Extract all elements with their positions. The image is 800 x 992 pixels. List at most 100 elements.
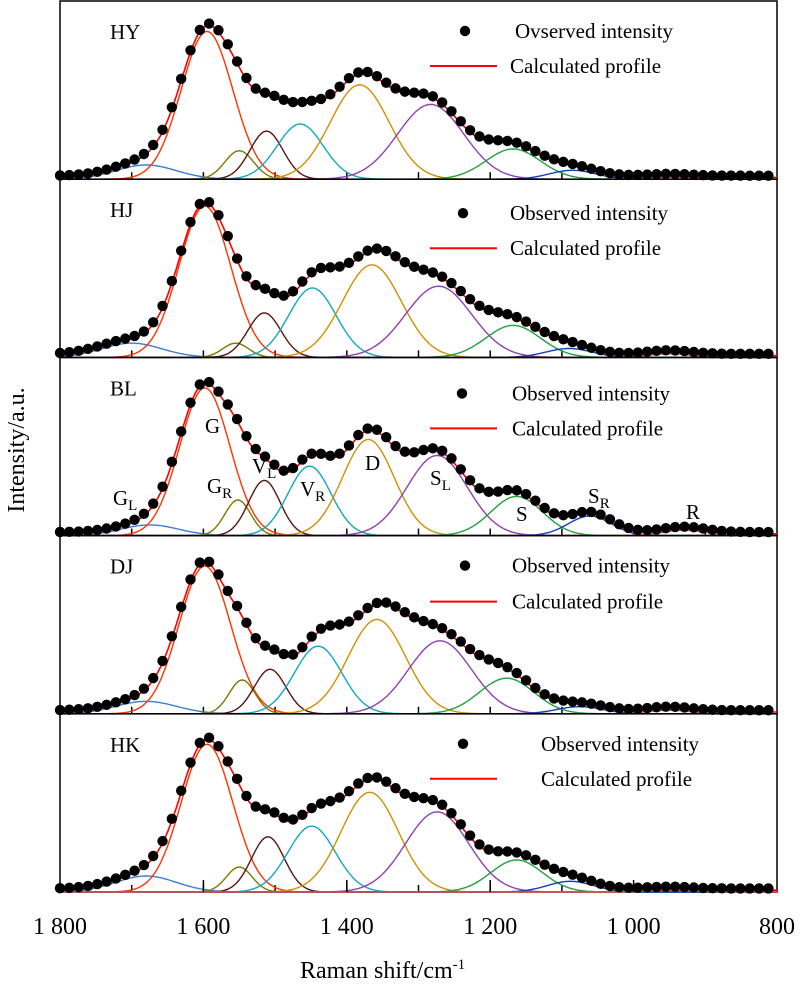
observed-point <box>138 326 150 337</box>
observed-point <box>427 443 439 454</box>
observed-point <box>483 304 494 316</box>
observed-point <box>679 169 690 180</box>
observed-point <box>474 483 485 494</box>
observed-point <box>54 170 66 181</box>
observed-point <box>325 620 336 631</box>
observed-point <box>679 345 690 357</box>
observed-point <box>595 166 606 177</box>
observed-point <box>679 881 690 893</box>
observed-point <box>213 25 224 36</box>
observed-point <box>306 802 317 814</box>
legend-observed-label: Observed intensity <box>512 554 671 578</box>
x-tick-label: 1 200 <box>463 914 517 940</box>
observed-point <box>101 876 112 887</box>
observed-point <box>399 86 411 97</box>
observed-point <box>73 345 84 357</box>
legend-calculated-label: Calculated profile <box>510 54 661 78</box>
observed-point <box>259 283 271 295</box>
observed-point <box>315 93 327 105</box>
observed-point <box>735 348 746 360</box>
sample-label: BL <box>110 376 137 400</box>
observed-point <box>632 169 644 181</box>
observed-point <box>287 814 299 825</box>
observed-point <box>632 703 644 714</box>
observed-point <box>231 56 243 67</box>
observed-point <box>110 521 122 532</box>
observed-point <box>576 697 588 708</box>
observed-point <box>390 783 401 794</box>
observed-point <box>548 863 560 875</box>
observed-point <box>297 809 308 820</box>
observed-point <box>353 251 364 262</box>
observed-point <box>642 169 653 180</box>
component-vr <box>60 825 777 893</box>
observed-point <box>660 168 672 180</box>
observed-point <box>614 169 625 180</box>
observed-point <box>679 702 690 713</box>
observed-point <box>614 519 625 530</box>
observed-point <box>129 689 140 701</box>
observed-point <box>315 448 327 459</box>
legend-calculated-label: Calculated profile <box>510 236 661 260</box>
band-label: GL <box>113 486 137 514</box>
observed-point <box>651 524 662 535</box>
observed-point <box>82 880 94 892</box>
observed-point <box>623 882 634 893</box>
observed-point <box>567 158 578 170</box>
observed-point <box>660 881 672 892</box>
observed-point <box>54 704 66 716</box>
observed-point <box>651 702 662 713</box>
observed-point <box>353 67 364 78</box>
observed-point <box>763 883 774 894</box>
observed-point <box>166 275 178 287</box>
observed-point <box>548 508 560 519</box>
observed-point <box>175 73 187 85</box>
observed-point <box>222 756 233 767</box>
observed-point <box>278 812 289 824</box>
band-label: VR <box>300 477 325 505</box>
observed-point <box>436 622 448 634</box>
observed-point <box>92 524 103 536</box>
legend-calculated-label: Calculated profile <box>512 416 663 440</box>
observed-point <box>660 345 672 356</box>
observed-point <box>390 601 401 612</box>
sample-label: HY <box>110 20 140 44</box>
observed-point <box>446 628 457 640</box>
observed-point <box>157 124 168 136</box>
observed-point <box>148 672 159 684</box>
legend-observed-marker <box>457 208 469 219</box>
observed-point <box>278 94 289 105</box>
observed-point <box>697 882 709 894</box>
observed-point <box>82 343 94 355</box>
observed-point <box>595 878 606 889</box>
observed-point <box>530 321 541 333</box>
observed-point <box>511 137 522 148</box>
observed-point <box>483 486 494 498</box>
observed-point <box>325 795 336 807</box>
observed-point <box>73 526 84 537</box>
observed-point <box>539 150 550 161</box>
observed-point <box>614 703 625 714</box>
observed-point <box>604 880 616 892</box>
observed-point <box>353 778 364 789</box>
observed-point <box>576 506 588 518</box>
band-label: S <box>516 502 528 526</box>
observed-point <box>278 290 289 301</box>
observed-point <box>427 618 439 630</box>
observed-point <box>427 267 439 278</box>
observed-point <box>707 524 718 536</box>
observed-point <box>175 426 187 437</box>
observed-point <box>148 317 159 328</box>
observed-point <box>520 141 532 152</box>
observed-point <box>371 243 383 254</box>
legend-observed-marker <box>459 560 471 571</box>
observed-point <box>269 288 280 299</box>
observed-point <box>334 619 345 630</box>
observed-point <box>92 878 103 890</box>
observed-point <box>213 209 224 221</box>
observed-point <box>278 465 289 476</box>
observed-point <box>548 693 560 704</box>
panel-hj: HJ Observed intensity Calculated profile <box>54 178 778 360</box>
observed-point <box>213 569 224 580</box>
